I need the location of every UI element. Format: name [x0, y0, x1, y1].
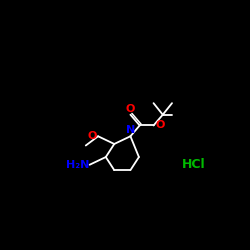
Text: N: N [126, 125, 135, 135]
Text: O: O [87, 131, 97, 141]
Text: O: O [126, 104, 135, 114]
Text: HCl: HCl [182, 158, 206, 171]
Text: H₂N: H₂N [66, 160, 90, 170]
Text: O: O [155, 120, 164, 130]
